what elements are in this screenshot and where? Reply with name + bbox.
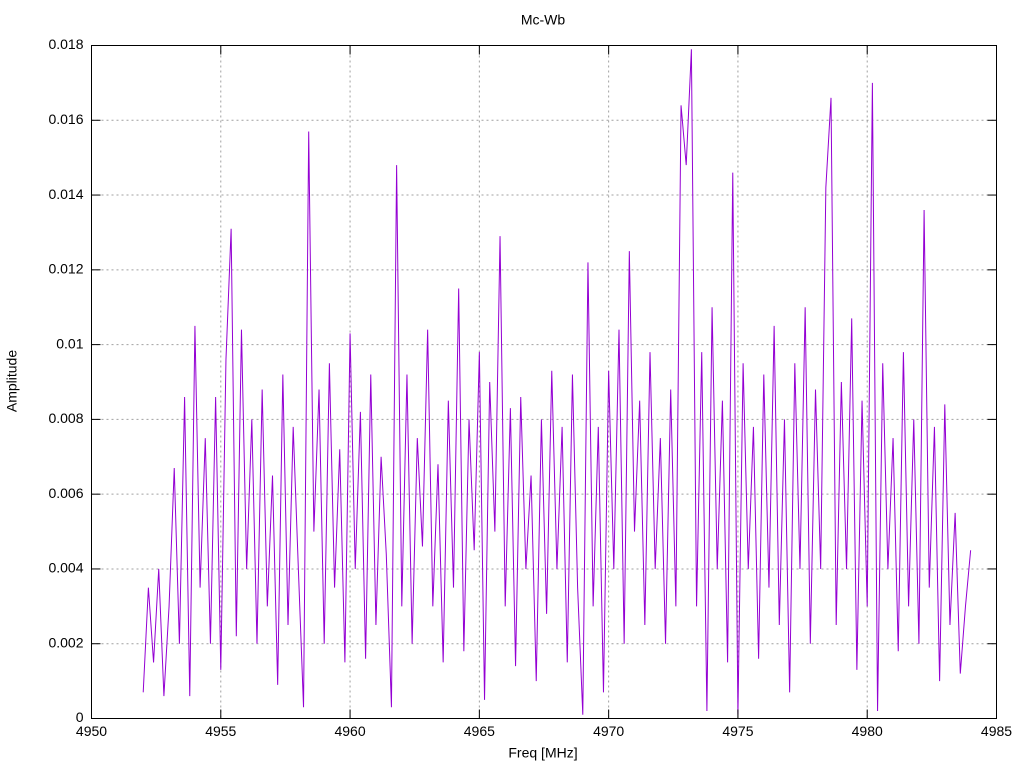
x-tick-label: 4955 bbox=[205, 723, 236, 739]
y-tick-label: 0.002 bbox=[48, 634, 83, 650]
y-tick-label: 0.008 bbox=[48, 410, 83, 426]
y-tick-label: 0 bbox=[76, 709, 84, 725]
y-tick-label: 0.004 bbox=[48, 560, 83, 576]
y-tick-label: 0.01 bbox=[56, 335, 83, 351]
x-tick-label: 4965 bbox=[464, 723, 495, 739]
chart-title: Mc-Wb bbox=[521, 12, 566, 28]
x-tick-label: 4975 bbox=[722, 723, 753, 739]
x-tick-label: 4980 bbox=[852, 723, 883, 739]
y-tick-label: 0.014 bbox=[48, 186, 83, 202]
x-tick-label: 4950 bbox=[76, 723, 107, 739]
grid bbox=[91, 45, 997, 719]
data-line bbox=[142, 49, 972, 715]
y-tick-label: 0.012 bbox=[48, 261, 83, 277]
y-tick-label: 0.018 bbox=[48, 36, 83, 52]
x-tick-label: 4970 bbox=[593, 723, 624, 739]
plot-border bbox=[91, 45, 997, 719]
plot-area bbox=[142, 49, 972, 715]
y-tick-label: 0.016 bbox=[48, 111, 83, 127]
y-tick-label: 0.006 bbox=[48, 485, 83, 501]
x-axis-label: Freq [MHz] bbox=[508, 745, 577, 761]
x-tick-label: 4985 bbox=[981, 723, 1012, 739]
y-axis-label: Amplitude bbox=[4, 350, 20, 412]
x-tick-label: 4960 bbox=[334, 723, 365, 739]
